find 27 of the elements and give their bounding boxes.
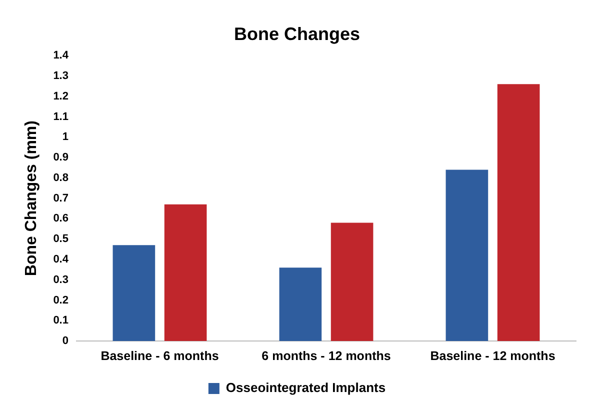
- y-tick-label: 1.4: [53, 50, 70, 62]
- bar: [446, 170, 488, 341]
- y-axis-title: Bone Changes (mm): [23, 120, 40, 276]
- y-tick-label: 0.1: [53, 314, 68, 327]
- chart-title: Bone Changes: [234, 24, 360, 44]
- bar: [279, 268, 322, 341]
- y-tick-label: 1.1: [53, 110, 68, 123]
- x-tick-label: Baseline - 6 months: [100, 348, 219, 363]
- y-tick-label: 1.3: [53, 70, 68, 82]
- y-tick-label: 0: [62, 335, 68, 348]
- bar: [330, 222, 374, 341]
- x-tick-label: 6 months - 12 months: [262, 348, 391, 363]
- bar: [164, 204, 207, 341]
- legend-label: Osseointegrated Implants: [226, 380, 386, 396]
- y-tick-label: 0.5: [53, 233, 68, 246]
- bar: [497, 84, 540, 341]
- y-tick-label: 0.7: [53, 192, 68, 204]
- y-tick-label: 0.6: [53, 212, 68, 225]
- bar: [112, 245, 156, 341]
- y-tick-label: 0.8: [53, 172, 68, 184]
- y-tick-label: 0.3: [53, 274, 68, 286]
- y-tick-label: 1: [62, 131, 68, 144]
- y-tick-label: 0.2: [53, 294, 68, 306]
- x-tick-label: Baseline - 12 months: [430, 348, 556, 363]
- y-tick-label: 1.2: [53, 90, 68, 102]
- y-tick-label: 0.9: [53, 152, 68, 164]
- y-tick-label: 0.4: [53, 253, 70, 266]
